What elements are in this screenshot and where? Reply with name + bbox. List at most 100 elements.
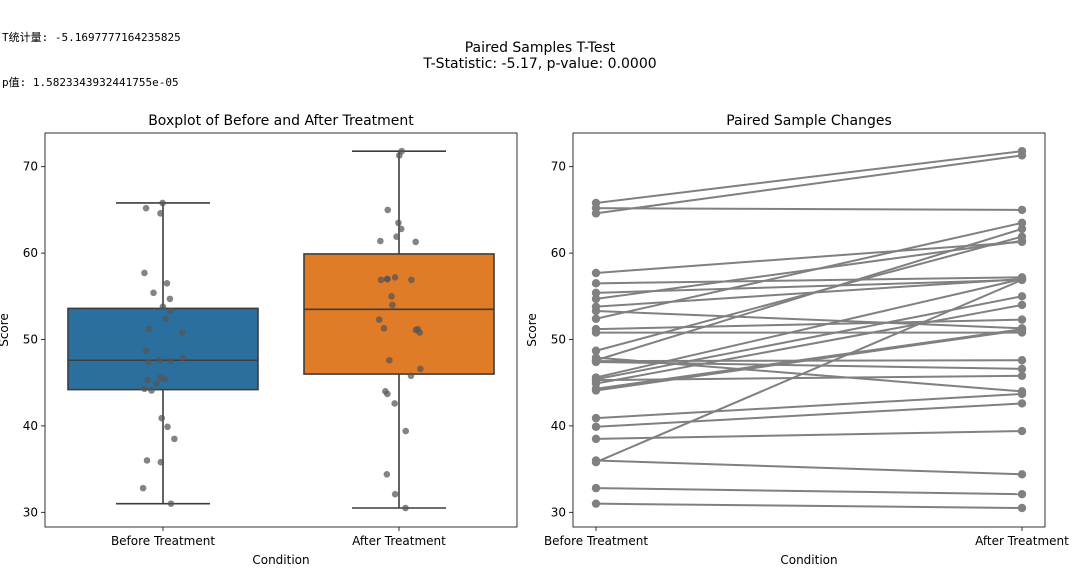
pair-line <box>595 227 1023 362</box>
strip-point <box>159 199 166 207</box>
y-tick-label: 50 <box>23 333 38 347</box>
strip-point <box>412 326 420 334</box>
axes-title: Boxplot of Before and After Treatment <box>148 113 414 129</box>
pair-point-after <box>1017 426 1027 436</box>
strip-point <box>153 380 160 387</box>
pair-line <box>595 502 1023 509</box>
pair-line <box>595 402 1023 428</box>
pair-line <box>595 303 1023 385</box>
p-value-line: p值: 1.5823343932441755e-05 <box>2 75 181 90</box>
paired-changes-axes: Paired Sample Changes 30 40 50 60 70 Score Cond… <box>525 113 1069 567</box>
strip-point <box>164 423 171 431</box>
strip-point <box>162 315 169 323</box>
pair-point-before <box>591 306 601 316</box>
y-tick-label: 40 <box>551 419 566 433</box>
pair-line <box>595 329 1023 392</box>
strip-point <box>142 204 150 212</box>
t-label: T统计量: <box>2 31 49 44</box>
pair-line <box>595 221 1023 320</box>
pair-point-after <box>1017 489 1027 499</box>
y-tick-label: 30 <box>23 505 38 519</box>
pair-point-after <box>1017 151 1027 160</box>
pair-line <box>595 207 1023 211</box>
strip-point <box>143 347 150 355</box>
strip-point <box>386 356 393 364</box>
strip-point <box>157 210 164 217</box>
strip-point <box>166 295 174 303</box>
pair-point-after <box>1017 300 1027 310</box>
strip-point <box>163 280 171 287</box>
pair-point-after <box>1017 470 1027 479</box>
strip-point <box>391 490 399 498</box>
pair-point-after <box>1017 356 1027 365</box>
pair-point-after <box>1017 371 1027 380</box>
strip-point <box>156 356 163 364</box>
strip-point <box>417 365 424 373</box>
pair-point-before <box>591 357 601 367</box>
pair-point-before <box>591 279 601 288</box>
strip-point <box>407 372 415 380</box>
strip-point <box>167 357 174 365</box>
pair-line <box>595 392 1023 420</box>
boxplot-axes: Boxplot of Before and After Treatment 30 4… <box>0 113 518 567</box>
pair-point-before <box>591 434 601 444</box>
strip-point <box>141 269 148 277</box>
strip-point <box>161 375 169 383</box>
y-tick-label: 50 <box>551 333 566 347</box>
p-label: p值: <box>2 76 27 89</box>
t-statistic-line: T统计量: -5.1697777164235825 <box>2 30 181 45</box>
pair-point-before <box>591 209 601 218</box>
figure-subtitle: T-Statistic: -5.17, p-value: 0.0000 <box>422 56 656 72</box>
strip-point <box>393 233 400 240</box>
strip-point <box>408 276 415 284</box>
pair-point-before <box>591 499 601 508</box>
strip-point <box>159 303 167 310</box>
x-axis-label: Condition <box>780 553 837 567</box>
y-tick-label: 30 <box>551 505 566 519</box>
strip-point <box>143 457 151 464</box>
pair-point-before <box>591 268 601 278</box>
pair-point-before <box>591 386 601 395</box>
y-tick-label: 60 <box>551 246 566 260</box>
pair-point-after <box>1017 232 1027 241</box>
y-tick-label: 60 <box>23 246 38 260</box>
strip-point <box>141 385 148 393</box>
pair-point-before <box>591 346 601 355</box>
strip-point <box>144 376 152 384</box>
y-axis-label: Score <box>525 313 539 347</box>
pair-line <box>595 430 1023 440</box>
pair-point-before <box>591 294 601 304</box>
pair-line <box>595 150 1023 204</box>
pair-point-after <box>1017 224 1027 234</box>
strip-point <box>139 484 147 492</box>
pair-point-after <box>1017 389 1027 399</box>
strip-point <box>179 354 187 361</box>
strip-point <box>383 470 391 478</box>
t-value: -5.1697777164235825 <box>54 31 181 44</box>
pair-line <box>595 309 1023 330</box>
strip-point <box>388 293 395 300</box>
strip-point <box>375 316 383 323</box>
console-output: T统计量: -5.1697777164235825 p值: 1.58233439… <box>2 0 181 105</box>
strip-point <box>402 427 410 435</box>
strip-point <box>377 276 385 284</box>
pair-point-after <box>1017 364 1027 374</box>
y-tick-label: 70 <box>551 160 566 174</box>
pair-point-before <box>591 483 601 493</box>
pair-point-after <box>1017 292 1027 301</box>
strip-point <box>167 500 175 507</box>
pair-line <box>595 278 1023 294</box>
pair-point-after <box>1017 315 1027 324</box>
strip-point <box>150 289 157 297</box>
pair-line <box>595 276 1023 285</box>
pair-line <box>595 487 1023 496</box>
strip-point <box>397 225 405 233</box>
pair-point-before <box>591 288 601 298</box>
strip-point <box>384 390 391 398</box>
strip-point <box>395 219 402 227</box>
pair-line <box>595 154 1023 215</box>
pair-line <box>595 278 1023 464</box>
pair-point-after <box>1017 218 1027 228</box>
strip-point <box>389 301 396 309</box>
